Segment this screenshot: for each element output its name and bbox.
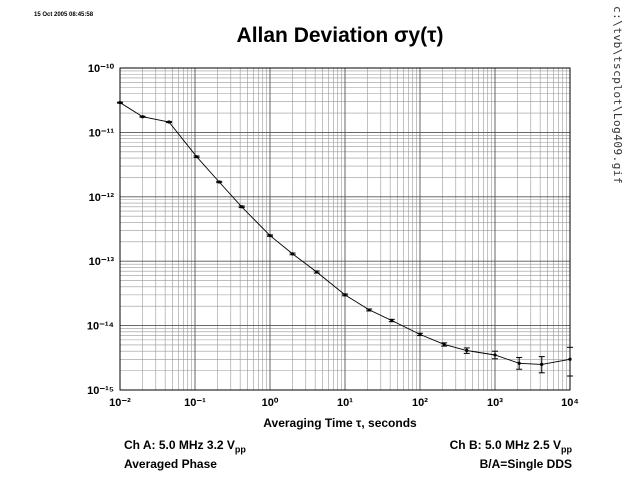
y-tick-label: 10⁻¹⁵ — [87, 385, 114, 397]
data-point — [118, 101, 122, 105]
x-tick-label: 10⁻¹ — [184, 397, 206, 409]
y-tick-label: 10⁻¹³ — [89, 256, 115, 268]
data-point — [568, 357, 572, 361]
channel-a-unit-sub: pp — [234, 444, 246, 455]
data-point — [290, 252, 295, 256]
data-point — [418, 332, 422, 337]
data-point — [140, 115, 145, 119]
timestamp: 15 Oct 2005 08:45:58 — [34, 12, 94, 18]
y-tick-label: 10⁻¹⁴ — [87, 321, 114, 333]
data-point — [465, 348, 469, 353]
data-point — [268, 233, 272, 238]
channel-a-info: Ch A: 5.0 MHz 3.2 Vpp — [124, 438, 246, 457]
data-point — [390, 318, 394, 323]
channel-b-unit-sub: pp — [561, 444, 572, 455]
x-tick-label: 10⁴ — [561, 397, 579, 409]
data-point — [315, 270, 319, 274]
data-point — [493, 353, 497, 357]
data-point — [367, 308, 371, 312]
chart-title: Allan Deviation σy(τ) — [236, 24, 444, 47]
channel-a-label: Ch A: 5.0 MHz 3.2 V — [124, 438, 235, 452]
x-tick-label: 10⁻² — [109, 397, 131, 409]
footer-left: Ch A: 5.0 MHz 3.2 Vpp Averaged Phase — [124, 438, 246, 472]
x-tick-label: 10³ — [487, 397, 503, 409]
data-point — [540, 362, 544, 366]
data-point — [442, 342, 446, 347]
channel-b-info: Ch B: 5.0 MHz 2.5 Vpp — [450, 438, 572, 457]
averaged-phase-label: Averaged Phase — [124, 457, 217, 472]
x-axis-label: Averaging Time τ, seconds — [263, 416, 417, 430]
file-path: c:\tvb\tscplot\Log409.gif — [611, 6, 624, 185]
data-point — [217, 180, 221, 184]
data-point — [343, 293, 347, 297]
data-point — [167, 120, 171, 124]
y-tick-label: 10⁻¹² — [89, 192, 115, 204]
y-tick-label: 10⁻¹⁰ — [88, 63, 115, 75]
x-tick-label: 10⁰ — [262, 397, 279, 409]
channel-b-label: Ch B: 5.0 MHz 2.5 V — [449, 438, 561, 452]
y-tick-label: 10⁻¹¹ — [89, 127, 115, 139]
data-point — [517, 361, 521, 365]
x-tick-label: 10² — [412, 397, 428, 409]
data-point — [240, 205, 244, 209]
ratio-label: B/A=Single DDS — [479, 457, 572, 472]
x-tick-label: 10¹ — [337, 397, 353, 409]
data-point — [194, 155, 199, 159]
footer-right: Ch B: 5.0 MHz 2.5 Vpp B/A=Single DDS — [450, 438, 572, 472]
plot-frame — [119, 67, 571, 391]
